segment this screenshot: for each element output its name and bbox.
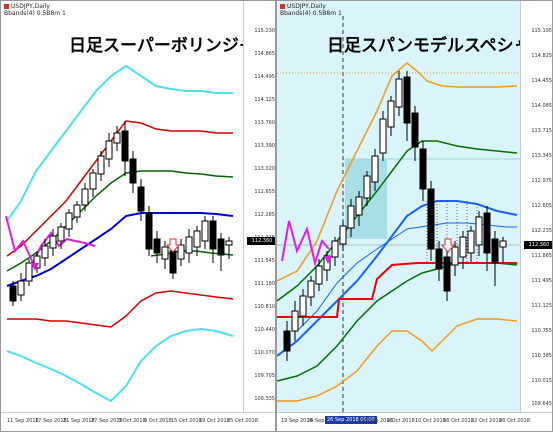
x-tick: 4 Oct 2018	[387, 418, 415, 424]
y-tick: 113.390	[254, 143, 275, 149]
left-current-price-tag: 112.360	[247, 237, 275, 245]
y-tick: 114.495	[254, 74, 275, 80]
y-tick: 114.865	[254, 51, 275, 57]
y-tick: 111.495	[531, 278, 552, 284]
y-tick: 111.865	[531, 253, 552, 259]
y-tick: 110.070	[254, 350, 275, 356]
right-orange-upper	[277, 62, 518, 282]
right-y-axis[interactable]: 115.195 114.825 114.455 114.085 113.715 …	[520, 1, 552, 413]
right-lag-line	[281, 220, 330, 267]
x-tick: 11 Sep 2018	[7, 418, 39, 424]
right-current-price-tag: 112.360	[524, 241, 552, 249]
x-tick: 26 Oct 2018	[499, 418, 530, 424]
chart-icon	[4, 4, 9, 9]
left-chart-title: 日足スーパーボリンジャー	[69, 36, 272, 56]
y-tick: 112.655	[254, 189, 275, 195]
x-tick: 25 Oct 2018	[227, 418, 258, 424]
y-tick: 110.385	[531, 353, 552, 359]
left-sell-arrow	[165, 238, 181, 253]
x-tick: 22 Oct 2018	[471, 418, 502, 424]
y-tick: 112.605	[531, 203, 552, 209]
right-symbol-label: USDJPY,Daily	[280, 3, 342, 10]
left-band-lower2	[6, 327, 234, 403]
y-tick: 114.125	[254, 97, 275, 103]
x-tick: 17 Sep 2018	[35, 418, 67, 424]
left-plot-area[interactable]	[1, 1, 243, 413]
y-tick: 114.825	[531, 53, 552, 59]
right-x-axis[interactable]: 19 Sep 2018 24 Sep 2018 26 Sep 2018 00:0…	[277, 412, 552, 431]
crosshair-date-label: 26 Sep 2018 00:00	[325, 416, 377, 424]
y-tick: 114.455	[531, 78, 552, 84]
left-header: USDJPY,Daily Bbands(4) 0.5B8m 1	[4, 3, 66, 17]
left-band-upper1	[6, 120, 233, 257]
x-tick: 10 Oct 2018	[415, 418, 446, 424]
right-chart-window[interactable]: USDJPY,Daily Bbands(4) 0.5B8m 1 日足スパンモデル…	[276, 0, 553, 432]
y-tick: 110.755	[531, 328, 552, 334]
left-buy-arrow	[31, 263, 39, 271]
right-green-upper	[277, 140, 518, 302]
x-tick: 21 Sep 2018	[63, 418, 95, 424]
y-tick: 109.335	[254, 396, 275, 402]
y-tick: 113.020	[254, 166, 275, 172]
left-chart-window[interactable]: USDJPY,Daily Bbands(4) 0.5B8m 1 日足スーパーボリ…	[0, 0, 276, 432]
right-plot-area[interactable]	[277, 1, 520, 413]
right-sell-arrow	[440, 238, 456, 253]
y-tick: 112.285	[254, 212, 275, 218]
y-tick: 113.760	[254, 120, 275, 126]
x-tick: 3 Oct 2018	[118, 418, 146, 424]
y-tick: 112.235	[531, 228, 552, 234]
left-y-axis[interactable]: 115.230 114.865 114.495 114.125 113.760 …	[243, 1, 275, 413]
x-tick: 19 Sep 2018	[281, 418, 313, 424]
y-tick: 114.085	[531, 103, 552, 109]
right-buy-arrow	[324, 256, 332, 264]
left-band-mid	[6, 212, 234, 287]
right-chart-title: 日足スパンモデルスペシャル	[327, 36, 548, 56]
left-indicator-label: Bbands(4) 0.5B8m 1	[4, 10, 66, 17]
y-tick: 112.975	[531, 178, 552, 184]
y-tick: 111.125	[531, 303, 552, 309]
right-header: USDJPY,Daily Bbands(4) 0.5B8m 1	[280, 3, 342, 17]
y-tick: 115.230	[254, 28, 275, 34]
y-tick: 113.715	[531, 128, 552, 134]
y-tick: 113.345	[531, 153, 552, 159]
left-band-upper2	[6, 64, 233, 222]
x-tick: 28 Sep 2018	[361, 418, 393, 424]
left-x-axis[interactable]: 11 Sep 2018 17 Sep 2018 21 Sep 2018 27 S…	[1, 412, 275, 431]
x-tick: 24 Sep 2018	[307, 418, 339, 424]
left-lag-line	[5, 215, 96, 266]
right-candles	[283, 71, 507, 361]
x-tick: 27 Sep 2018	[91, 418, 123, 424]
x-tick: 16 Oct 2018	[443, 418, 474, 424]
x-tick: 19 Oct 2018	[199, 418, 230, 424]
y-tick: 111.180	[254, 281, 275, 287]
x-tick: 15 Oct 2018	[171, 418, 202, 424]
right-indicator-label: Bbands(4) 0.5B8m 1	[280, 10, 342, 17]
left-candles	[9, 121, 233, 306]
y-tick: 109.645	[531, 401, 552, 407]
x-tick: 9 Oct 2018	[144, 418, 172, 424]
left-symbol-label: USDJPY,Daily	[4, 3, 66, 10]
y-tick: 110.015	[531, 378, 552, 384]
chart-icon	[280, 4, 285, 9]
y-tick: 115.195	[531, 28, 552, 34]
y-tick: 110.810	[254, 304, 275, 310]
left-band-lower1	[7, 290, 234, 328]
right-orange-lower	[277, 318, 518, 402]
y-tick: 110.440	[254, 327, 275, 333]
y-tick: 109.705	[254, 373, 275, 379]
y-tick: 111.545	[254, 258, 275, 264]
